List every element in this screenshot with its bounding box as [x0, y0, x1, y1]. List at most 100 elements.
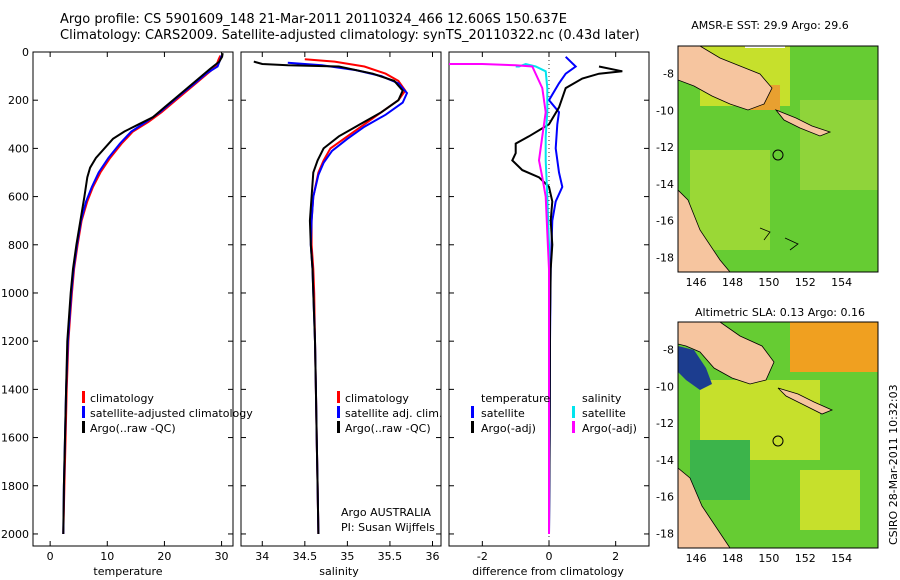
sst-patch-east: [800, 100, 878, 190]
chart-title-line1: Argo profile: CS 5901609_148 21-Mar-2011…: [60, 12, 568, 27]
sla-low-patch: [690, 440, 750, 500]
legend-swatch-climatology: [82, 391, 85, 403]
legend-swatch-sal-satellite: [572, 406, 575, 418]
x-tick-label: -2: [477, 550, 488, 563]
x-tick-label: 35: [340, 550, 354, 563]
sla-high-patch: [790, 322, 878, 372]
series-line-argo-raw-qc-: [253, 60, 404, 535]
legend-difference: temperature satellite Argo(-adj) salinit…: [471, 392, 637, 435]
x-axis-label-temperature: temperature: [93, 565, 162, 578]
map-y-tick-label: -14: [656, 178, 674, 191]
series-line-salinity-argo-adj-: [449, 63, 550, 534]
map-x-tick-label: 146: [686, 276, 707, 289]
y-tick-label: 600: [8, 191, 29, 204]
map-y-tick-label: -16: [656, 491, 674, 504]
legend-label-argo: Argo(..raw -QC): [345, 422, 431, 435]
legend-label-climatology: climatology: [345, 392, 409, 405]
map-y-tick-label: -8: [663, 344, 674, 357]
x-axis-label-difference: difference from climatology: [472, 565, 624, 578]
sla-land-png: [678, 322, 775, 385]
panel-frame-salinity: [240, 51, 442, 547]
legend-swatch-climatology: [337, 391, 340, 403]
legend-label-temp-argo: Argo(-adj): [481, 422, 536, 435]
sst-islands: [774, 109, 832, 137]
y-tick-label: 1600: [1, 432, 29, 445]
series-line-satellite-adj-clim-: [287, 61, 409, 535]
sst-patch-south: [690, 150, 770, 250]
legend-title-temperature: temperature: [481, 392, 550, 405]
legend-label-sal-argo: Argo(-adj): [582, 422, 637, 435]
x-tick-label: 34.5: [293, 550, 318, 563]
map-x-tick-label: 154: [831, 276, 852, 289]
legend-temperature: climatology satellite-adjusted climatolo…: [82, 391, 253, 435]
x-tick-label: 34: [255, 550, 269, 563]
sla-land-australia: [678, 467, 731, 548]
map-y-tick-label: -8: [663, 68, 674, 81]
legend-swatch-temp-argo: [471, 421, 474, 433]
sla-islands: [777, 387, 834, 415]
map-y-tick-label: -10: [656, 104, 674, 117]
sst-land-png: [678, 46, 773, 111]
x-tick-label: 2: [612, 550, 619, 563]
sla-argo-marker: [772, 435, 784, 447]
legend-title-salinity: salinity: [582, 392, 622, 405]
map-y-tick-label: -14: [656, 454, 674, 467]
map-x-tick-label: 148: [722, 552, 743, 565]
map-x-tick-label: 150: [758, 276, 779, 289]
map-frame-sst: [677, 45, 879, 273]
series-line-salinity-satellite: [515, 62, 550, 534]
y-tick-label: 1800: [1, 480, 29, 493]
sst-land-australia: [678, 189, 731, 272]
map-title-sla: Altimetric SLA: 0.13 Argo: 0.16: [695, 306, 865, 319]
series-line-satellite-adjusted-climatology: [62, 55, 223, 535]
y-tick-label: 400: [8, 142, 29, 155]
x-tick-label: 10: [100, 550, 114, 563]
sla-map-field: [678, 322, 878, 548]
map-x-tick-label: 154: [831, 552, 852, 565]
x-tick-label: 30: [215, 550, 229, 563]
y-tick-label: 2000: [1, 528, 29, 541]
map-y-tick-label: -10: [656, 380, 674, 393]
map-x-tick-label: 146: [686, 552, 707, 565]
series-line-temperature-satellite: [547, 56, 578, 535]
map-x-tick-label: 150: [758, 552, 779, 565]
map-y-tick-label: -12: [656, 417, 674, 430]
series-line-argo-raw-qc-: [62, 53, 224, 535]
legend-label-sal-satellite: satellite: [582, 407, 626, 420]
legend-label-satellite-adjusted: satellite-adjusted climatology: [90, 407, 253, 420]
sst-argo-marker: [772, 149, 784, 161]
x-tick-label: 36: [425, 550, 439, 563]
legend-swatch-argo: [337, 421, 340, 433]
legend-swatch-argo: [82, 421, 85, 433]
map-x-tick-label: 148: [722, 276, 743, 289]
map-frame-sla: [677, 321, 879, 549]
map-x-tick-label: 152: [795, 276, 816, 289]
y-tick-label: 1200: [1, 335, 29, 348]
map-y-tick-label: -18: [656, 251, 674, 264]
legend-swatch-satellite-adjusted: [82, 406, 85, 418]
x-tick-label: 35.5: [378, 550, 403, 563]
series-line-temperature-argo-adj-: [511, 65, 623, 535]
sla-deep-low: [678, 346, 712, 390]
map-title-sst: AMSR-E SST: 29.9 Argo: 29.6: [691, 19, 849, 32]
legend-salinity: climatology satellite adj. clim. Argo(..…: [337, 391, 442, 435]
legend-label-satellite-adj: satellite adj. clim.: [345, 407, 442, 420]
series-line-climatology: [62, 55, 222, 535]
legend-label-argo: Argo(..raw -QC): [90, 422, 176, 435]
annotation-pi: PI: Susan Wijffels: [341, 521, 435, 534]
sst-reefs: [759, 227, 799, 251]
legend-swatch-sal-argo: [572, 421, 575, 433]
map-y-tick-label: -18: [656, 527, 674, 540]
sst-map-field: [678, 46, 878, 272]
sst-missing-data: [745, 46, 785, 48]
y-tick-label: 1000: [1, 287, 29, 300]
legend-swatch-temp-satellite: [471, 406, 474, 418]
panel-frame-temperature: [32, 51, 234, 547]
legend-swatch-satellite-adj: [337, 406, 340, 418]
x-tick-label: 0: [47, 550, 54, 563]
x-axis-label-salinity: salinity: [319, 565, 359, 578]
sla-patch-se: [800, 470, 860, 530]
y-tick-label: 800: [8, 239, 29, 252]
map-y-tick-label: -16: [656, 215, 674, 228]
